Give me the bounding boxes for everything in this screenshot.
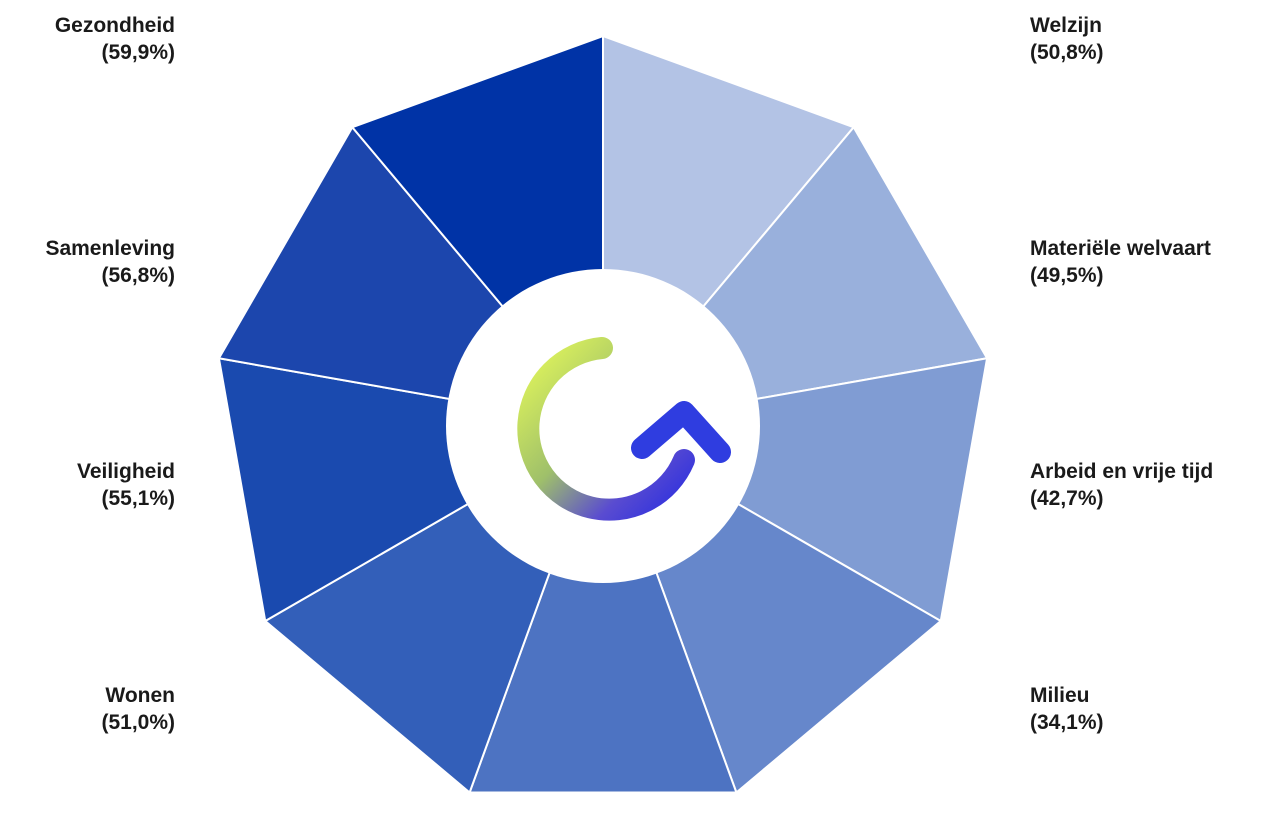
label-welzijn: Welzijn (50,8%) [1030, 12, 1104, 66]
label-welzijn-value: (50,8%) [1030, 41, 1104, 64]
label-veiligheid-name: Veiligheid [76, 460, 175, 483]
label-samenleving-name: Samenleving [45, 237, 175, 260]
label-milieu: Milieu (34,1%) [1030, 682, 1104, 736]
label-milieu-value: (34,1%) [1030, 711, 1104, 734]
label-gezondheid-value: (59,9%) [101, 41, 175, 64]
label-arbeid-en-vrije-tijd-name: Arbeid en vrije tijd [1030, 460, 1214, 483]
donut-hole [446, 269, 760, 583]
label-arbeid-en-vrije-tijd-value: (42,7%) [1030, 487, 1104, 510]
label-milieu-name: Milieu [1030, 684, 1090, 707]
label-materiele-welvaart-name: Materiële welvaart [1030, 237, 1211, 260]
label-samenleving: Samenleving (56,8%) [45, 235, 175, 289]
label-wonen-value: (51,0%) [101, 711, 175, 734]
label-wonen-name: Wonen [105, 684, 175, 707]
label-gezondheid-name: Gezondheid [54, 14, 175, 37]
label-arbeid-en-vrije-tijd: Arbeid en vrije tijd (42,7%) [1030, 458, 1213, 512]
label-veiligheid-value: (55,1%) [101, 487, 175, 510]
label-materiele-welvaart: Materiële welvaart (49,5%) [1030, 235, 1211, 289]
circular-arrow-logo-icon [517, 337, 731, 521]
label-welzijn-name: Welzijn [1030, 14, 1102, 37]
label-materiele-welvaart-value: (49,5%) [1030, 264, 1104, 287]
label-wonen: Wonen (51,0%) [101, 682, 175, 736]
label-veiligheid: Veiligheid (55,1%) [77, 458, 175, 512]
donut-segments [217, 34, 989, 795]
label-samenleving-value: (56,8%) [101, 264, 175, 287]
label-gezondheid: Gezondheid (59,9%) [55, 12, 175, 66]
